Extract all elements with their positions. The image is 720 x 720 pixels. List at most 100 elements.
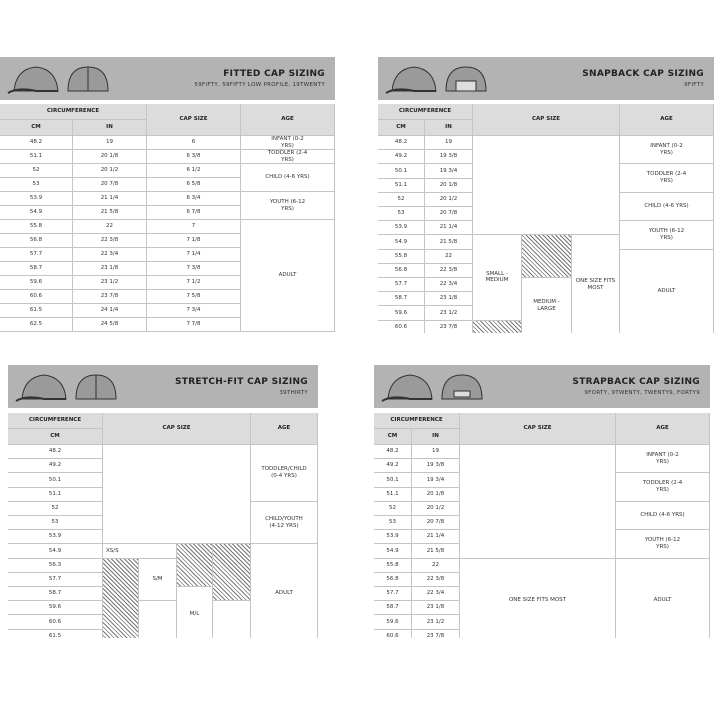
in-cell: 19 xyxy=(412,445,460,460)
cm-cell: 48.2 xyxy=(8,445,103,460)
cap-size-cell: MEDIUM - LARGE xyxy=(522,278,572,333)
in-cell: 24 5/8 xyxy=(73,318,147,332)
cap-size-cell: 7 3/4 xyxy=(147,304,241,318)
cap-size-cell: 7 5/8 xyxy=(147,290,241,304)
age-cell: CHILD/YOUTH (4-12 YRS) xyxy=(251,501,318,545)
cm-cell: 58.7 xyxy=(374,601,412,616)
hatch-block xyxy=(473,320,522,333)
snapback-panel: SNAPBACK CAP SIZING 9FIFTY CIRCUMFERENCE… xyxy=(378,57,714,333)
cm-cell: 52 xyxy=(378,192,425,207)
in-header: IN xyxy=(425,120,473,136)
cm-cell: 49.2 xyxy=(374,459,412,474)
cm-cell: 57.7 xyxy=(0,248,73,262)
age-header: AGE xyxy=(241,104,335,136)
cm-cell: 53.9 xyxy=(0,192,73,206)
cap-size-header: CAP SIZE xyxy=(460,413,616,445)
in-cell: 22 3/8 xyxy=(425,263,473,278)
cm-cell: 49.2 xyxy=(378,150,425,165)
in-cell: 22 3/4 xyxy=(73,248,147,262)
age-cell: CHILD (4-6 YRS) xyxy=(620,192,714,222)
in-cell: 21 1/4 xyxy=(412,530,460,545)
in-cell: 20 7/8 xyxy=(425,207,473,222)
in-cell: 20 1/2 xyxy=(425,192,473,207)
cap-size-cell xyxy=(103,445,251,545)
cm-cell: 51.1 xyxy=(8,487,103,502)
cap-size-cell: ONE SIZE FITS MOST xyxy=(572,235,620,333)
cm-header: CM xyxy=(374,429,412,445)
age-cell: TODDLER (2-4 YRS) xyxy=(241,150,335,164)
cm-cell: 53 xyxy=(374,516,412,531)
hatch-block xyxy=(103,558,139,638)
in-cell: 20 1/8 xyxy=(412,487,460,502)
in-cell: 23 1/8 xyxy=(425,292,473,307)
in-cell: 23 1/8 xyxy=(412,601,460,616)
cap-icons xyxy=(15,374,117,402)
in-cell: 22 3/8 xyxy=(412,572,460,587)
header-band xyxy=(0,57,335,100)
cm-cell: 52 xyxy=(374,501,412,516)
cm-cell: 57.7 xyxy=(8,572,103,587)
hatch-block xyxy=(522,235,572,278)
cap-size-cell: 6 3/4 xyxy=(147,192,241,206)
cap-size-cell: XS/S xyxy=(103,544,177,559)
cm-cell: 58.7 xyxy=(378,292,425,307)
cm-cell: 60.6 xyxy=(8,615,103,630)
cap-size-cell xyxy=(460,445,616,559)
cm-cell: 61.5 xyxy=(0,304,73,318)
cap-size-cell: 7 1/8 xyxy=(147,234,241,248)
cap-icons xyxy=(7,66,109,94)
in-cell: 21 1/4 xyxy=(425,221,473,236)
age-cell: TODDLER (2-4 YRS) xyxy=(616,473,710,502)
cm-cell: 56.8 xyxy=(374,572,412,587)
in-cell: 22 3/4 xyxy=(425,278,473,293)
cap-size-cell: 7 7/8 xyxy=(147,318,241,332)
panel-title: STRETCH-FIT CAP SIZING xyxy=(174,377,308,387)
in-cell: 19 3/4 xyxy=(412,473,460,488)
cap-icons xyxy=(381,374,483,402)
cm-cell: 58.7 xyxy=(8,587,103,602)
cap-icons xyxy=(385,66,487,94)
cm-cell: 53.9 xyxy=(8,530,103,545)
cm-cell: 54.9 xyxy=(8,544,103,559)
cm-cell: 59.6 xyxy=(8,601,103,616)
in-cell: 23 7/8 xyxy=(412,629,460,638)
cap-size-cell: 7 1/2 xyxy=(147,276,241,290)
panel-subtitle: 59FIFTY, 59FIFTY LOW PROFILE, 19TWENTY xyxy=(194,82,325,88)
in-cell: 20 1/2 xyxy=(412,501,460,516)
circumference-header: CIRCUMFERENCE xyxy=(374,413,460,429)
in-header: IN xyxy=(412,429,460,445)
cm-cell: 55.8 xyxy=(0,220,73,234)
cap-size-cell: S/M xyxy=(139,558,177,602)
in-cell: 22 3/4 xyxy=(412,587,460,602)
age-cell: YOUTH (6-12 YRS) xyxy=(616,530,710,559)
in-cell: 19 3/8 xyxy=(412,459,460,474)
in-cell: 20 1/8 xyxy=(73,150,147,164)
in-cell: 23 7/8 xyxy=(73,290,147,304)
age-cell: INFANT (0-2 YRS) xyxy=(616,445,710,474)
cm-cell: 61.5 xyxy=(8,629,103,638)
cap-size-cell xyxy=(139,601,177,638)
cm-cell: 55.8 xyxy=(374,558,412,573)
header-band xyxy=(374,365,710,408)
age-cell: ADULT xyxy=(251,544,318,638)
cm-cell: 50.1 xyxy=(378,164,425,179)
cap-size-cell: 7 xyxy=(147,220,241,234)
circumference-header: CIRCUMFERENCE xyxy=(378,104,473,120)
cap-size-cell xyxy=(213,601,251,638)
cm-cell: 56.8 xyxy=(378,263,425,278)
cm-cell: 59.6 xyxy=(378,306,425,321)
in-cell: 21 5/8 xyxy=(425,235,473,250)
cm-cell: 57.7 xyxy=(378,278,425,293)
cm-header: CM xyxy=(0,120,73,136)
in-cell: 23 1/2 xyxy=(425,306,473,321)
in-cell: 21 5/8 xyxy=(412,544,460,559)
panel-subtitle: 39THIRTY xyxy=(279,390,308,396)
cm-cell: 56.3 xyxy=(8,558,103,573)
in-cell: 19 xyxy=(73,136,147,150)
cm-header: CM xyxy=(378,120,425,136)
age-header: AGE xyxy=(251,413,318,445)
in-cell: 20 7/8 xyxy=(412,516,460,531)
in-cell: 21 1/4 xyxy=(73,192,147,206)
cm-cell: 53 xyxy=(378,207,425,222)
circumference-header: CIRCUMFERENCE xyxy=(0,104,147,120)
